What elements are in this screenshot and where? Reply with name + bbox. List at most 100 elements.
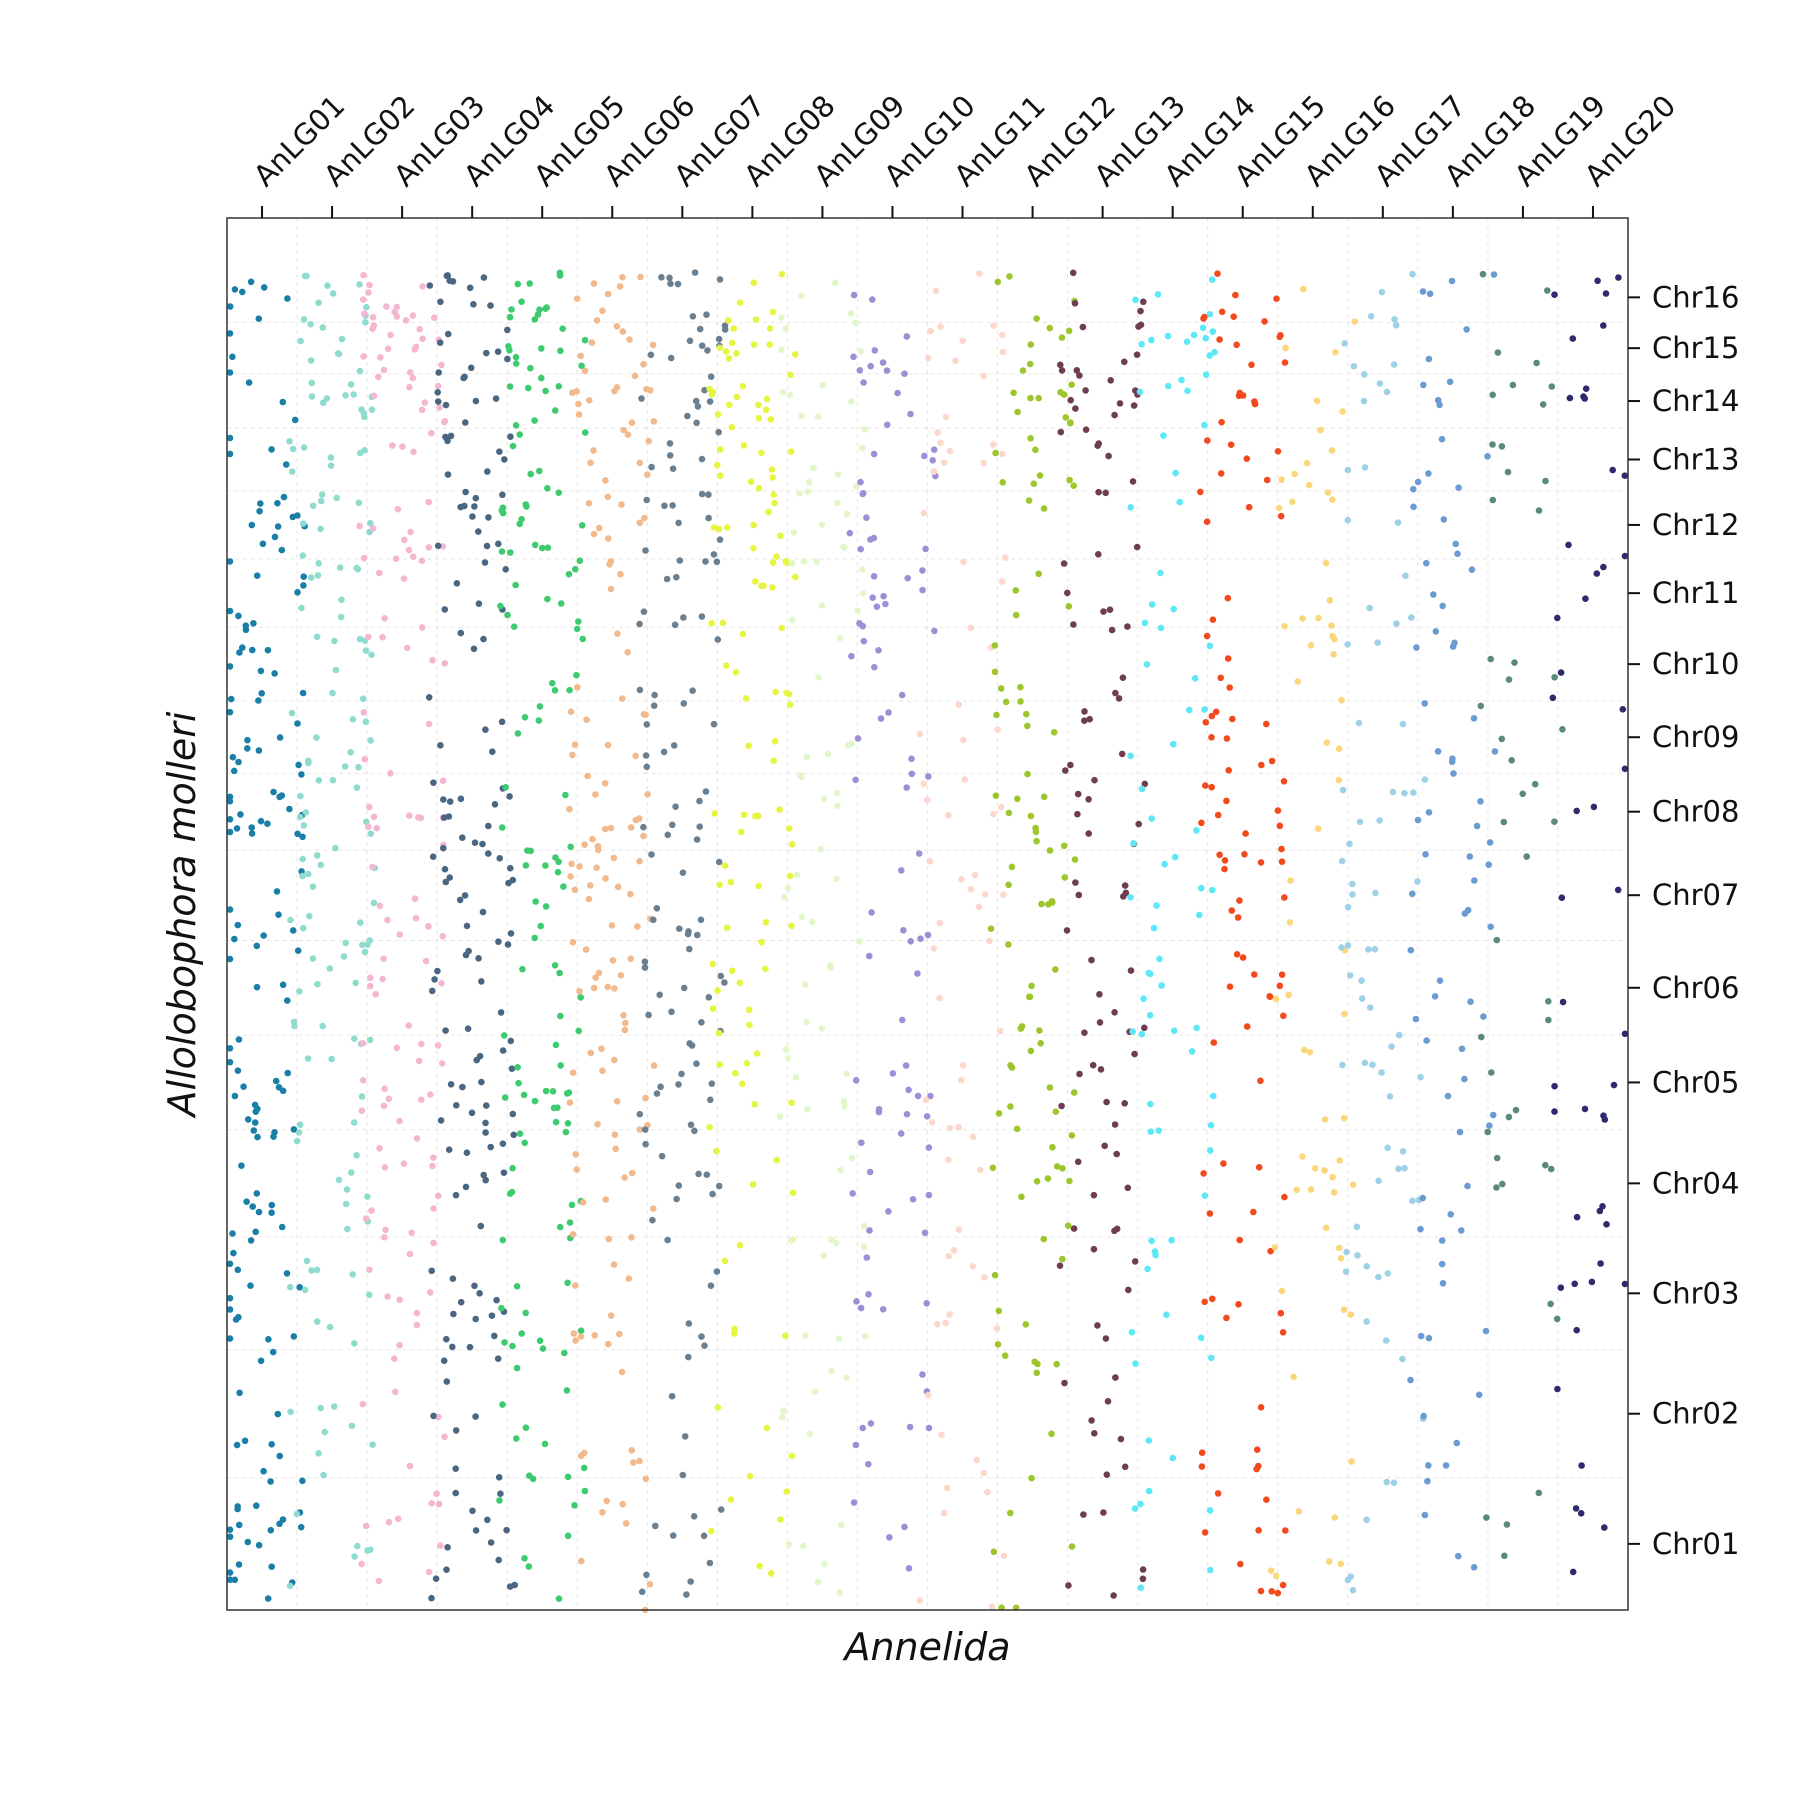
data-point: [722, 348, 730, 355]
data-point: [1070, 1089, 1078, 1096]
data-point: [1176, 498, 1183, 506]
data-point: [1504, 468, 1512, 476]
data-point: [336, 564, 344, 571]
data-point: [482, 1176, 490, 1184]
data-point: [308, 379, 316, 387]
data-point: [376, 569, 383, 577]
data-point: [326, 965, 334, 972]
data-point: [1165, 382, 1172, 390]
data-point: [818, 521, 826, 528]
data-point: [801, 981, 809, 988]
data-point: [608, 922, 616, 929]
data-point: [1344, 903, 1352, 911]
data-point: [875, 1108, 883, 1116]
data-point: [1208, 734, 1215, 741]
data-point: [1058, 334, 1066, 341]
data-point: [733, 350, 740, 357]
data-point: [1326, 597, 1334, 604]
data-point: [318, 491, 326, 498]
data-point: [556, 272, 564, 279]
data-point: [879, 1306, 887, 1313]
data-point: [350, 391, 358, 398]
data-point: [1489, 496, 1497, 504]
data-point: [936, 994, 943, 1002]
data-point: [284, 997, 291, 1004]
data-point: [411, 895, 419, 902]
data-point: [1112, 689, 1119, 697]
data-point: [1268, 1588, 1275, 1595]
data-point: [244, 745, 251, 752]
data-point: [1255, 1164, 1263, 1171]
data-point: [854, 735, 862, 742]
data-point: [1206, 311, 1214, 318]
data-point: [1237, 1560, 1244, 1568]
data-point: [356, 522, 363, 530]
data-point: [871, 347, 879, 354]
data-point: [905, 1086, 912, 1094]
data-point: [521, 714, 529, 721]
data-point: [369, 313, 377, 321]
data-point: [526, 1472, 533, 1479]
data-point: [416, 325, 424, 333]
data-point: [356, 367, 364, 375]
data-point: [1410, 789, 1417, 796]
data-point: [471, 503, 478, 510]
data-point: [392, 1388, 399, 1396]
data-point: [1494, 349, 1502, 356]
data-point: [366, 982, 374, 990]
data-point: [527, 847, 534, 855]
data-point: [400, 575, 408, 582]
data-point: [1214, 811, 1222, 819]
data-point: [1121, 1463, 1129, 1471]
data-point: [229, 1230, 236, 1237]
data-point: [869, 296, 876, 303]
data-point: [425, 694, 433, 701]
data-point: [226, 1058, 234, 1066]
data-point: [898, 691, 906, 699]
data-point: [1026, 360, 1034, 368]
data-point: [387, 331, 394, 339]
data-point: [226, 1294, 234, 1302]
data-point: [1276, 333, 1283, 341]
data-point: [366, 281, 373, 289]
data-point: [501, 456, 508, 463]
data-point: [294, 589, 301, 596]
data-point: [1328, 622, 1335, 629]
data-point: [1533, 359, 1540, 367]
data-point: [429, 987, 436, 995]
data-point: [698, 342, 706, 350]
data-point: [236, 649, 243, 656]
data-point: [569, 1069, 577, 1076]
data-point: [1255, 1527, 1262, 1534]
data-point: [1033, 1369, 1040, 1377]
data-point: [650, 702, 658, 709]
data-point: [1209, 1295, 1216, 1303]
data-point: [556, 1223, 564, 1231]
data-point: [226, 828, 234, 836]
data-point: [717, 1506, 725, 1513]
data-point: [551, 687, 559, 694]
data-point: [577, 1327, 585, 1334]
data-point: [275, 1084, 283, 1091]
data-point: [824, 750, 832, 758]
data-point: [326, 1323, 334, 1331]
data-point: [790, 529, 798, 536]
data-point: [381, 1164, 389, 1171]
data-point: [721, 1257, 729, 1265]
data-point: [860, 1243, 868, 1251]
data-point: [1111, 1009, 1118, 1016]
data-point: [268, 446, 275, 453]
data-point: [1559, 726, 1566, 733]
data-point: [226, 450, 234, 458]
data-point: [885, 709, 892, 716]
data-point: [766, 341, 774, 348]
data-point: [1257, 1404, 1265, 1411]
data-point: [501, 1094, 509, 1101]
data-point: [1008, 863, 1016, 871]
data-point: [367, 1546, 374, 1553]
data-point: [1106, 606, 1114, 613]
data-point: [1346, 972, 1354, 979]
data-point: [1455, 484, 1462, 492]
data-point: [785, 690, 793, 698]
data-point: [1330, 1189, 1338, 1196]
